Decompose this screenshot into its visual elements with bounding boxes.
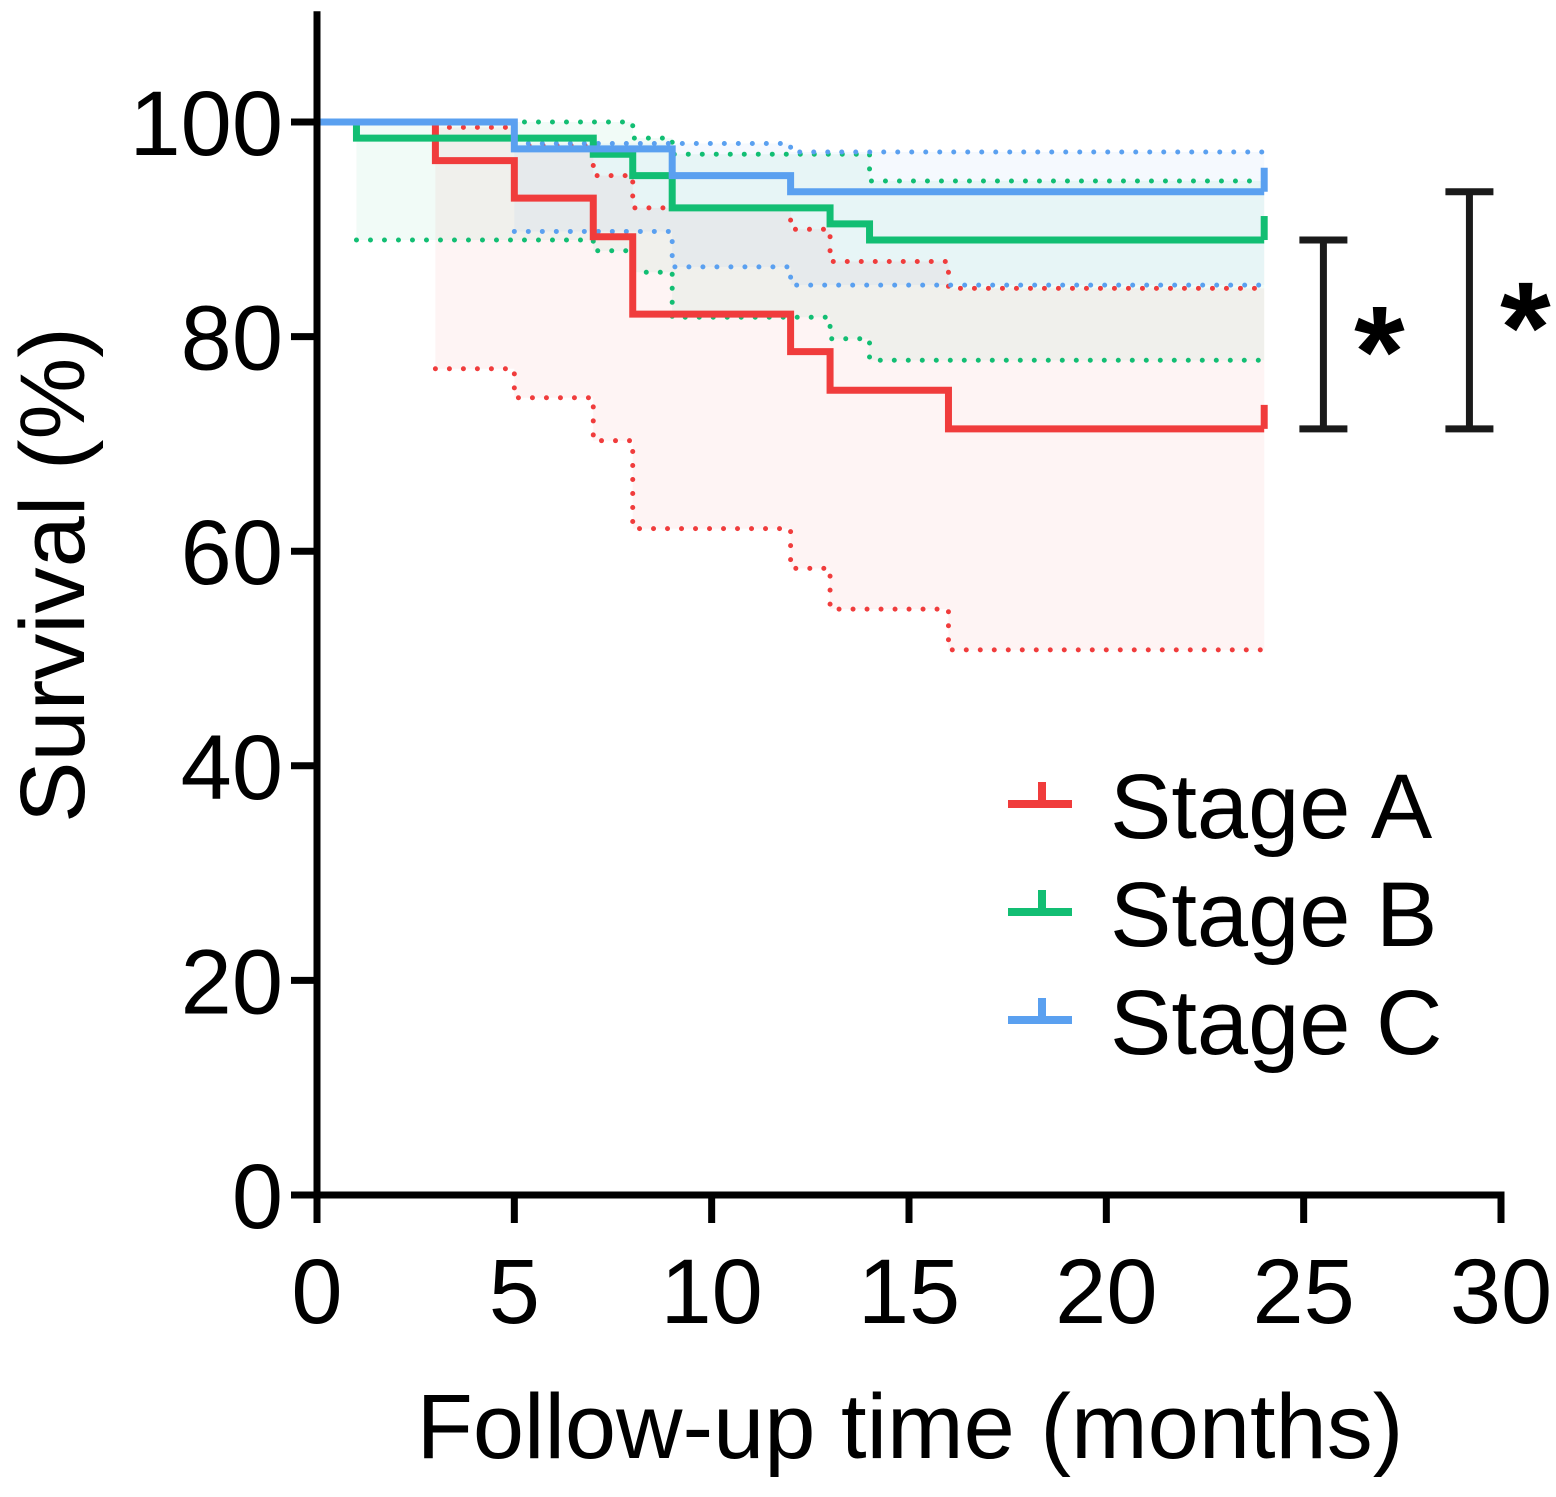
x-tick-label-15: 15 [858, 1241, 960, 1343]
ci-upper-stage-c [511, 140, 1267, 155]
survival-curve-stage-a [317, 118, 1265, 433]
x-axis-title: Follow-up time (months) [417, 1376, 1404, 1478]
survival-curve-stage-b [317, 118, 1265, 244]
significance-star-1: * [1354, 278, 1405, 424]
x-ticks: 0 5 10 15 20 25 30 [291, 1195, 1552, 1343]
significance-bracket-1 [1299, 236, 1348, 433]
significance-star-2: * [1500, 254, 1551, 400]
legend-label-stage-b: Stage B [1110, 864, 1437, 966]
ci-upper-stage-b [353, 119, 1267, 184]
legend-label-stage-a: Stage A [1110, 756, 1433, 858]
ci-lower-stage-a [432, 366, 1267, 653]
y-axis-title: Survival (%) [2, 327, 104, 823]
y-tick-label-100: 100 [130, 73, 284, 175]
y-tick-label-40: 40 [181, 717, 283, 819]
significance-annotations: * * [1299, 188, 1551, 433]
ci-lower-stage-c [511, 228, 1267, 288]
y-tick-label-80: 80 [181, 288, 283, 390]
y-ticks: 0 20 40 60 80 100 [130, 73, 317, 1248]
significance-bracket-2 [1445, 188, 1494, 433]
y-tick-label-20: 20 [181, 931, 283, 1033]
x-tick-label-30: 30 [1450, 1241, 1552, 1343]
x-tick-label-10: 10 [660, 1241, 762, 1343]
x-tick-label-0: 0 [291, 1241, 342, 1343]
x-tick-label-25: 25 [1252, 1241, 1354, 1343]
x-tick-label-20: 20 [1055, 1241, 1157, 1343]
legend-label-stage-c: Stage C [1110, 972, 1442, 1074]
survival-curve-stage-c [317, 118, 1265, 196]
y-tick-label-60: 60 [181, 502, 283, 604]
y-tick-label-0: 0 [232, 1146, 283, 1248]
x-tick-label-5: 5 [489, 1241, 540, 1343]
survival-curves [317, 118, 1268, 433]
